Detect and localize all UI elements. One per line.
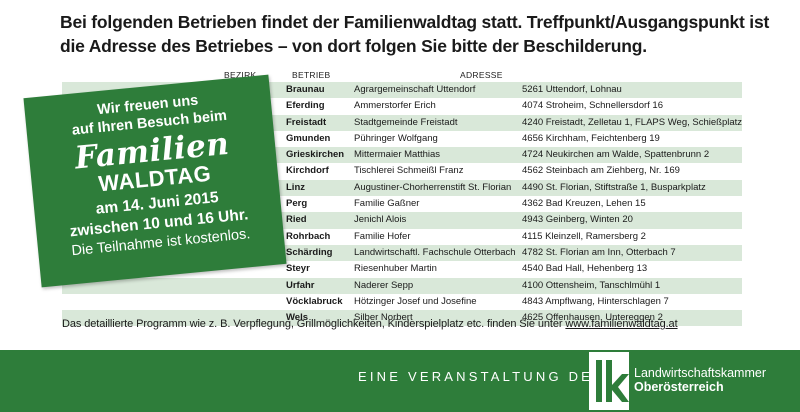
cell-adresse: 4656 Kirchham, Feichtenberg 19 — [522, 132, 660, 144]
cell-betrieb: Riesenhuber Martin — [354, 263, 437, 275]
cell-adresse: 4943 Geinberg, Winten 20 — [522, 214, 633, 226]
cell-bezirk: Vöcklabruck — [286, 295, 343, 307]
cell-betrieb: Stadtgemeinde Freistadt — [354, 116, 458, 128]
cell-adresse: 4362 Bad Kreuzen, Lehen 15 — [522, 198, 646, 210]
cell-adresse: 4115 Kleinzell, Ramersberg 2 — [522, 230, 646, 242]
cell-bezirk: Kirchdorf — [286, 165, 329, 177]
headline: Bei folgenden Betrieben findet der Famil… — [60, 10, 780, 58]
cell-adresse: 4100 Ottensheim, Tanschlmühl 1 — [522, 279, 661, 291]
cell-bezirk: Steyr — [286, 263, 310, 275]
lk-logo-icon — [589, 352, 629, 410]
cell-betrieb: Pühringer Wolfgang — [354, 132, 438, 144]
footnote-text: Das detaillierte Programm wie z. B. Verp… — [62, 318, 566, 330]
footer-organisation: Landwirtschaftskammer Oberösterreich — [634, 366, 766, 394]
cell-betrieb: Hötzinger Josef und Josefine — [354, 295, 477, 307]
cell-bezirk: Urfahr — [286, 279, 315, 291]
header-adresse: ADRESSE — [460, 70, 503, 80]
cell-betrieb: Naderer Sepp — [354, 279, 414, 291]
cell-bezirk: Eferding — [286, 100, 325, 112]
cell-adresse: 4843 Ampflwang, Hinterschlagen 7 — [522, 295, 669, 307]
header-bezirk: BEZIRK — [224, 70, 257, 80]
footer-tagline: EINE VERANSTALTUNG DER — [358, 369, 606, 384]
cell-bezirk: Linz — [286, 181, 305, 193]
cell-bezirk: Grieskirchen — [286, 149, 345, 161]
cell-bezirk: Gmunden — [286, 132, 331, 144]
cell-betrieb: Landwirtschaftl. Fachschule Otterbach — [354, 246, 516, 258]
cell-bezirk: Freistadt — [286, 116, 327, 128]
cell-bezirk: Schärding — [286, 246, 333, 258]
footer-bar: EINE VERANSTALTUNG DER Landwirtschaftska… — [0, 350, 800, 412]
cell-betrieb: Mittermaier Matthias — [354, 149, 441, 161]
cell-betrieb: Silber Norbert — [354, 312, 413, 324]
cell-adresse: 4490 St. Florian, Stiftstraße 1, Buspark… — [522, 181, 706, 193]
cell-betrieb: Agrargemeinschaft Uttendorf — [354, 84, 476, 95]
cell-betrieb: Ammerstorfer Erich — [354, 100, 436, 112]
cell-adresse: 4240 Freistadt, Zelletau 1, FLAPS Weg, S… — [522, 116, 743, 128]
table-row: Wels Silber Norbert 4625 Offenhausen, Unte… — [62, 310, 742, 327]
cell-betrieb: Augustiner-Chorherrenstift St. Florian — [354, 181, 512, 193]
cell-adresse: 4540 Bad Hall, Hehenberg 13 — [522, 263, 648, 275]
cell-bezirk: Braunau — [286, 84, 325, 95]
cell-adresse: 5261 Uttendorf, Lohnau — [522, 84, 622, 95]
cell-adresse: 4782 St. Florian am Inn, Otterbach 7 — [522, 246, 676, 258]
headline-line-2: die Adresse des Betriebes – von dort fol… — [60, 36, 647, 56]
cell-adresse: 4074 Stroheim, Schnellersdorf 16 — [522, 100, 663, 112]
cell-betrieb: Familie Gaßner — [354, 198, 420, 210]
table-row: Urfahr Naderer Sepp 4100 Ottensheim, Tansc… — [62, 277, 742, 294]
cell-bezirk: Wels — [286, 312, 309, 324]
headline-line-1: Bei folgenden Betrieben findet der Famil… — [60, 12, 770, 32]
table-row: Vöcklabruck Hötzinger Josef und Josefine 4… — [62, 293, 742, 311]
website-link[interactable]: www.familienwaldtag.at — [565, 318, 678, 330]
cell-adresse: 4562 Steinbach am Ziehberg, Nr. 169 — [522, 165, 680, 177]
cell-adresse: 4625 Offenhausen, Untereggen 2 — [522, 312, 663, 324]
cell-betrieb: Jenichl Alois — [354, 214, 407, 226]
promo-box: Wir freuen uns auf Ihren Besuch beim Fam… — [23, 74, 287, 288]
cell-bezirk: Ried — [286, 214, 307, 226]
org-name-line-1: Landwirtschaftskammer — [634, 366, 766, 380]
cell-betrieb: Familie Hofer — [354, 230, 411, 242]
cell-betrieb: Tischlerei Schmeißl Franz — [354, 165, 464, 177]
header-betrieb: BETRIEB — [292, 70, 331, 80]
cell-bezirk: Perg — [286, 198, 308, 210]
org-name-line-2: Oberösterreich — [634, 380, 724, 394]
cell-adresse: 4724 Neukirchen am Walde, Spattenbrunn 2 — [522, 149, 710, 161]
footnote: Das detaillierte Programm wie z. B. Verp… — [62, 318, 678, 330]
cell-bezirk: Rohrbach — [286, 230, 331, 242]
